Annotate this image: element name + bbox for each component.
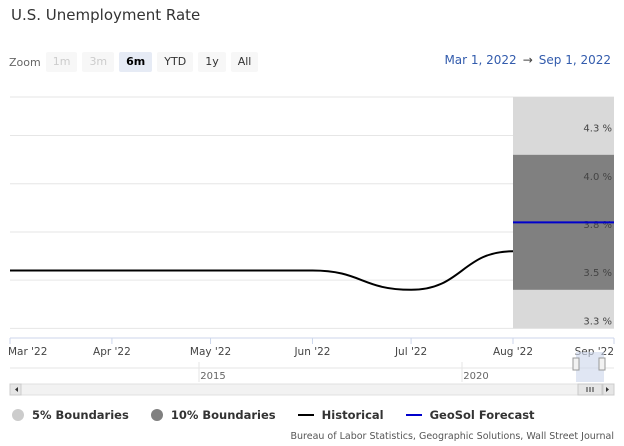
navigator-handle-right xyxy=(598,357,606,371)
zoom-3m-button[interactable]: 3m xyxy=(82,52,115,72)
x-tick-label: Aug '22 xyxy=(493,346,533,358)
navigator-area xyxy=(10,362,614,382)
zoom-selector: Zoom 1m 3m 6m YTD 1y All xyxy=(9,51,263,73)
range-to[interactable]: Sep 1, 2022 xyxy=(538,53,611,67)
zoom-all-button[interactable]: All xyxy=(230,52,259,72)
navigator-handle-left xyxy=(572,357,580,371)
x-tick-label: Apr '22 xyxy=(93,346,131,358)
y-tick-label: 4.3 % xyxy=(583,124,612,135)
historical-line xyxy=(10,250,514,291)
legend-symbol-10pct xyxy=(150,409,163,421)
legend-label-forecast: GeoSol Forecast xyxy=(429,408,535,422)
zoom-6m-button[interactable]: 6m xyxy=(119,52,153,72)
y-tick-label: 3.5 % xyxy=(583,268,612,279)
legend-label-historical: Historical xyxy=(321,408,384,422)
zoom-1y-button[interactable]: 1y xyxy=(198,52,226,72)
x-tick-label: Jun '22 xyxy=(293,346,330,358)
legend-item-historical[interactable]: Historical xyxy=(297,408,384,422)
legend-label-10pct: 10% Boundaries xyxy=(170,408,276,422)
y-tick-label: 4.0 % xyxy=(583,172,612,183)
x-tick-label: Mar '22 xyxy=(8,346,47,358)
date-range: Mar 1, 2022 → Sep 1, 2022 xyxy=(444,53,611,67)
scrollbar-track xyxy=(9,383,615,396)
y-tick-label: 3.3 % xyxy=(583,316,612,327)
legend-item-10pct[interactable]: 10% Boundaries xyxy=(150,408,276,422)
zoom-label: Zoom xyxy=(9,55,41,69)
zoom-ytd-button[interactable]: YTD xyxy=(157,52,194,72)
scroll-right-icon xyxy=(606,387,609,392)
y-tick-label: 3.8 % xyxy=(583,220,612,231)
range-arrow: → xyxy=(522,53,533,67)
legend: 5% Boundaries 10% Boundaries Historical … xyxy=(12,408,557,422)
x-tick-label: Jul '22 xyxy=(394,346,427,358)
navigator-label: 2020 xyxy=(463,371,488,382)
legend-label-5pct: 5% Boundaries xyxy=(32,408,129,422)
zoom-1m-button[interactable]: 1m xyxy=(45,52,78,72)
legend-item-5pct[interactable]: 5% Boundaries xyxy=(12,408,129,422)
legend-symbol-5pct xyxy=(12,409,24,421)
navigator-label: 2015 xyxy=(200,371,225,382)
chart-title: U.S. Unemployment Rate xyxy=(11,6,201,24)
unemployment-chart: 3.3 % 3.5 % 3.8 % 4.0 % 4.3 % Mar '22 Apr '22 M… xyxy=(8,96,615,396)
legend-symbol-forecast xyxy=(405,414,422,416)
scroll-left-icon xyxy=(15,387,18,392)
legend-symbol-historical xyxy=(297,414,314,416)
x-tick-label: May '22 xyxy=(190,346,231,358)
legend-item-forecast[interactable]: GeoSol Forecast xyxy=(405,408,535,422)
credits: Bureau of Labor Statistics, Geographic S… xyxy=(290,431,614,442)
range-from[interactable]: Mar 1, 2022 xyxy=(444,53,517,67)
